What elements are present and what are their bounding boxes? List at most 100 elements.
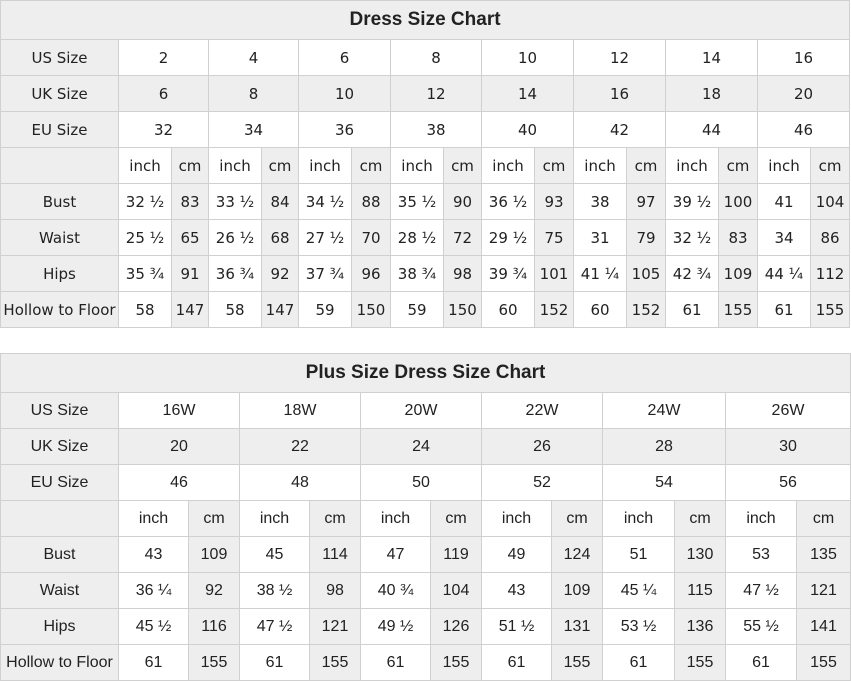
- size-cell: 22W: [481, 392, 603, 429]
- measure-row: Hollow to Floor 61 155 61 155 61 155 61 155 61 155…: [0, 644, 851, 681]
- cm-cell: 92: [188, 572, 240, 609]
- measure-row: Waist 25 ½ 65 26 ½ 68 27 ½ 70 28 ½ 72 29 ½ 75 31 79 3…: [0, 219, 851, 256]
- inch-cell: 61: [118, 644, 189, 681]
- inch-cell: 34: [757, 219, 811, 256]
- measure-row: Hips 45 ½ 116 47 ½ 121 49 ½ 126 51 ½ 131 53 ½ 136 5…: [0, 608, 851, 645]
- unit-cm: cm: [430, 500, 482, 537]
- size-cell: 56: [724, 464, 851, 501]
- size-cell: 46: [118, 464, 240, 501]
- unit-inch: inch: [725, 500, 797, 537]
- cm-cell: 116: [188, 608, 240, 645]
- unit-cm: cm: [534, 147, 574, 184]
- inch-cell: 38 ¾: [390, 255, 444, 292]
- size-row: US Size 16W 18W 20W 22W 24W 26W: [0, 392, 851, 429]
- unit-inch: inch: [481, 147, 535, 184]
- size-cell: 14: [665, 39, 758, 76]
- cm-cell: 72: [443, 219, 482, 256]
- cm-cell: 152: [626, 291, 666, 328]
- inch-cell: 39 ¾: [481, 255, 535, 292]
- size-cell: 24: [360, 428, 482, 465]
- unit-inch: inch: [390, 147, 444, 184]
- unit-cm: cm: [626, 147, 666, 184]
- cm-cell: 155: [674, 644, 726, 681]
- cm-cell: 84: [261, 183, 299, 220]
- inch-cell: 47: [360, 536, 431, 573]
- row-label-empty: [0, 500, 119, 537]
- cm-cell: 109: [188, 536, 240, 573]
- cm-cell: 155: [551, 644, 603, 681]
- size-cell: 34: [208, 111, 299, 148]
- cm-cell: 147: [261, 291, 299, 328]
- row-label: US Size: [0, 392, 119, 429]
- size-row: EU Size 32 34 36 38 40 42 44 46: [0, 111, 851, 148]
- size-cell: 26: [481, 428, 603, 465]
- row-label: Hollow to Floor: [0, 291, 119, 328]
- size-cell: 38: [390, 111, 482, 148]
- cm-cell: 130: [674, 536, 726, 573]
- inch-cell: 38: [573, 183, 627, 220]
- chart-title: Plus Size Dress Size Chart: [0, 353, 851, 393]
- inch-cell: 38 ½: [239, 572, 310, 609]
- inch-cell: 49 ½: [360, 608, 431, 645]
- inch-cell: 45: [239, 536, 310, 573]
- size-cell: 48: [239, 464, 361, 501]
- inch-cell: 32 ½: [665, 219, 719, 256]
- inch-cell: 45 ½: [118, 608, 189, 645]
- row-label: Bust: [0, 536, 119, 573]
- cm-cell: 155: [309, 644, 361, 681]
- cm-cell: 114: [309, 536, 361, 573]
- size-cell: 16W: [118, 392, 240, 429]
- inch-cell: 61: [725, 644, 797, 681]
- unit-cm: cm: [795, 500, 851, 537]
- unit-cm: cm: [551, 500, 603, 537]
- inch-cell: 35 ¾: [118, 255, 172, 292]
- inch-cell: 55 ½: [725, 608, 797, 645]
- size-cell: 24W: [602, 392, 726, 429]
- size-cell: 50: [360, 464, 482, 501]
- cm-cell: 136: [674, 608, 726, 645]
- cm-cell: 112: [809, 255, 851, 292]
- size-cell: 32: [118, 111, 209, 148]
- size-cell: 6: [298, 39, 391, 76]
- unit-inch: inch: [118, 500, 189, 537]
- inch-cell: 61: [481, 644, 552, 681]
- plus-size-chart-table: Plus Size Dress Size Chart US Size 16W 18W 2…: [0, 353, 851, 681]
- inch-cell: 36 ¼: [118, 572, 189, 609]
- cm-cell: 126: [430, 608, 482, 645]
- size-row: UK Size 6 8 10 12 14 16 18 20: [0, 75, 851, 112]
- inch-cell: 59: [298, 291, 352, 328]
- inch-cell: 31: [573, 219, 627, 256]
- inch-cell: 47 ½: [725, 572, 797, 609]
- inch-cell: 61: [757, 291, 811, 328]
- cm-cell: 92: [261, 255, 299, 292]
- size-row: EU Size 46 48 50 52 54 56: [0, 464, 851, 501]
- inch-cell: 34 ½: [298, 183, 352, 220]
- cm-cell: 135: [795, 536, 851, 573]
- inch-cell: 42 ¾: [665, 255, 719, 292]
- size-cell: 4: [208, 39, 299, 76]
- unit-inch: inch: [573, 147, 627, 184]
- cm-cell: 65: [171, 219, 209, 256]
- row-label: UK Size: [0, 428, 119, 465]
- inch-cell: 45 ¼: [602, 572, 675, 609]
- size-cell: 12: [390, 75, 482, 112]
- unit-inch: inch: [239, 500, 310, 537]
- inch-cell: 61: [360, 644, 431, 681]
- inch-cell: 33 ½: [208, 183, 262, 220]
- row-label: Hips: [0, 255, 119, 292]
- row-label: EU Size: [0, 464, 119, 501]
- inch-cell: 53: [725, 536, 797, 573]
- inch-cell: 61: [602, 644, 675, 681]
- size-cell: 54: [602, 464, 726, 501]
- row-label: US Size: [0, 39, 119, 76]
- size-cell: 8: [390, 39, 482, 76]
- inch-cell: 26 ½: [208, 219, 262, 256]
- cm-cell: 105: [626, 255, 666, 292]
- inch-cell: 60: [573, 291, 627, 328]
- cm-cell: 152: [534, 291, 574, 328]
- size-cell: 14: [481, 75, 574, 112]
- cm-cell: 150: [351, 291, 391, 328]
- cm-cell: 93: [534, 183, 574, 220]
- cm-cell: 79: [626, 219, 666, 256]
